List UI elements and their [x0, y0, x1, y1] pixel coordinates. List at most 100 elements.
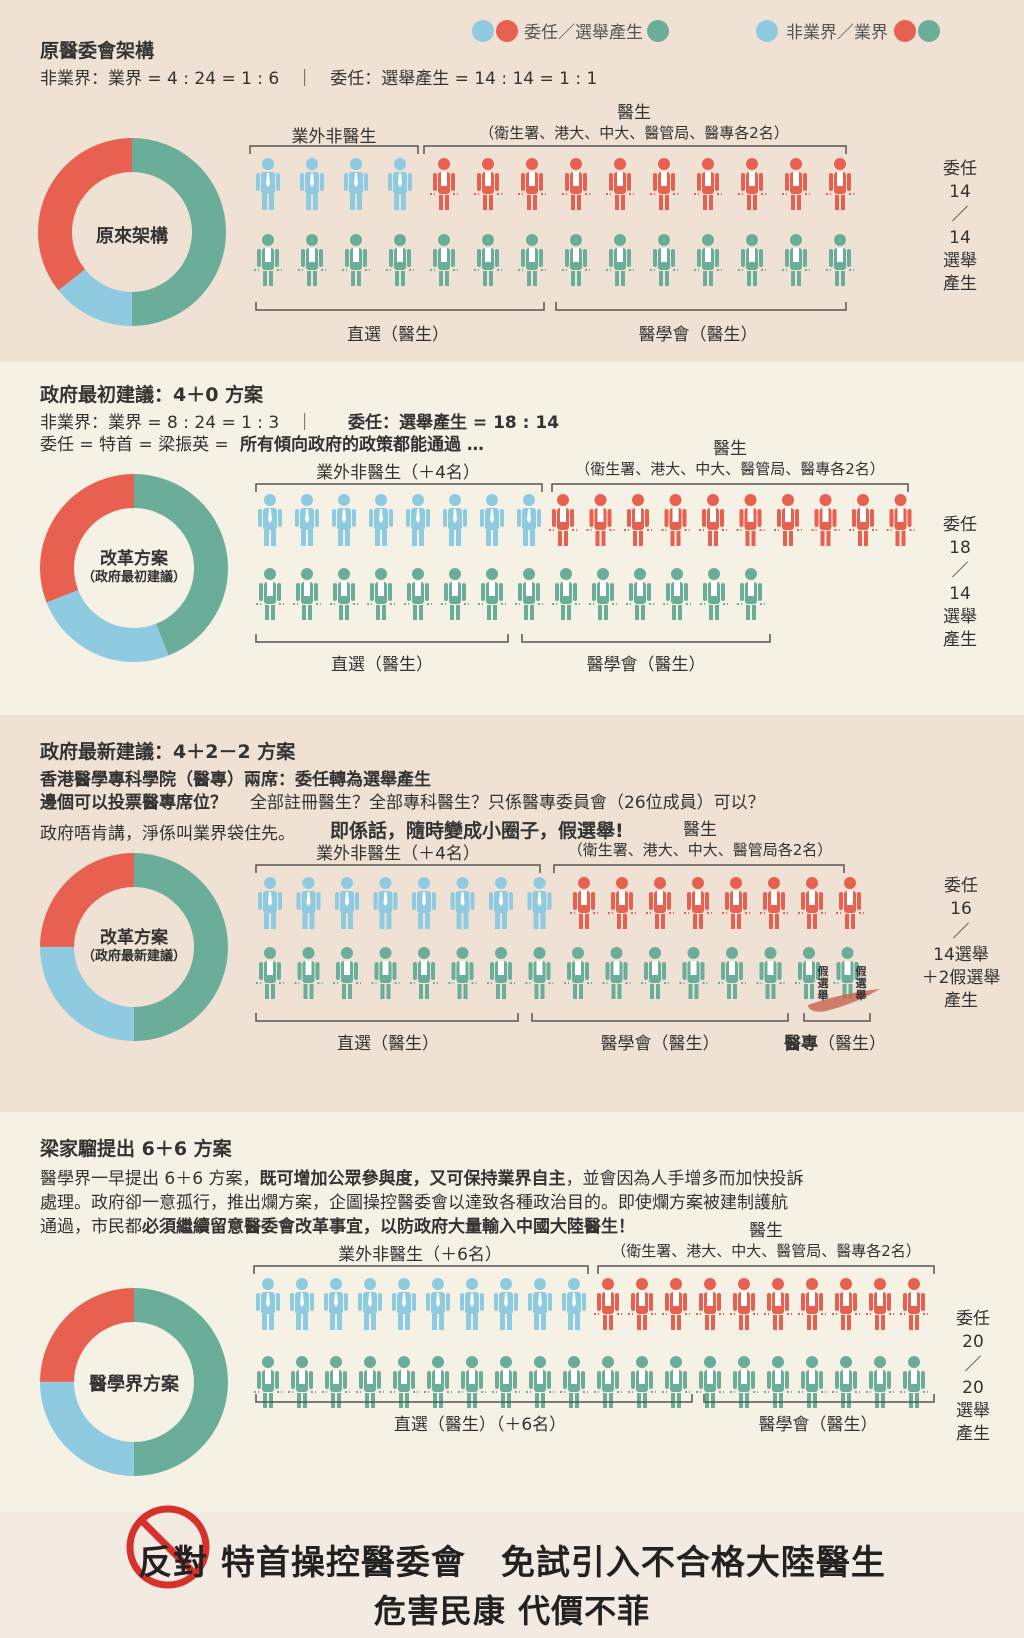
doctor-figure-icon: [722, 877, 750, 929]
doctor-figure-icon: [811, 494, 840, 546]
doctor-figure-icon: [833, 947, 862, 999]
person-figure-icon: [443, 494, 467, 546]
bottom-left-label: 直選（醫生）: [347, 325, 449, 345]
person-figure-icon: [406, 494, 430, 546]
person-figure-icon: [528, 1278, 552, 1330]
doctor-figure-icon: [594, 1356, 622, 1408]
legend-right-text: 非業界／業界: [786, 23, 888, 43]
top-left-label: 業外非醫生（＋6名）: [338, 1245, 502, 1265]
legend-green-dot: [918, 19, 940, 42]
side-line: 16: [950, 899, 972, 919]
line2-b: 全部註冊醫生？全部專科醫生？只係醫專委員會（26位成員）可以？: [250, 793, 765, 813]
bottom-right-label: 醫專（醫生）: [784, 1029, 886, 1054]
fake-election-tag: 假選舉: [855, 965, 867, 1002]
doctor-figure-icon: [760, 877, 788, 929]
footer-banner: [0, 1512, 1024, 1638]
donut-segment-red: [40, 853, 228, 1041]
bracket-bottom-left: [255, 1394, 693, 1403]
top-right-label: 醫生: [713, 439, 747, 459]
person-figure-icon: [489, 877, 513, 929]
bracket-top-left: [249, 145, 419, 154]
doctor-figure-icon: [589, 568, 617, 620]
doctor-figure-icon: [764, 1278, 792, 1330]
footer-line1: 反對 特首操控醫委會 免試引入不合格大陸醫生: [0, 1535, 1024, 1584]
para-text: 醫學界一早提出 6＋6 方案，: [40, 1169, 260, 1189]
donut-sublabel: （政府最初建議）: [81, 570, 187, 585]
bracket-bottom-left: [255, 1013, 519, 1022]
person-figure-icon: [480, 494, 504, 546]
doctor-figure-icon: [900, 1356, 928, 1408]
person-figure-icon: [527, 877, 552, 929]
doctor-figure-icon: [256, 568, 284, 620]
person-figure-icon: [296, 877, 321, 929]
person-figure-icon: [344, 158, 368, 210]
donut-label: 原來架構: [96, 226, 168, 247]
side-line: 14: [949, 228, 971, 248]
section-medical-proposal: 梁家騮提出 6＋6 方案 醫學界一早提出 6＋6 方案，既可增加公眾參與度，又可…: [0, 1112, 1024, 1512]
bottom-mid-label: 醫學會（醫生）: [600, 1034, 720, 1054]
doctor-figure-icon: [294, 947, 323, 999]
doctor-figure-icon: [700, 568, 728, 620]
ratio-text: 非業界：業界 = 4 : 24 = 1 : 6 ｜ 委任：選舉產生 = 14 :…: [40, 69, 598, 89]
doctor-figure-icon: [549, 494, 577, 546]
doctor-figure-icon: [696, 1278, 724, 1330]
doctor-figure-icon: [798, 877, 826, 929]
doctor-figure-icon: [866, 1278, 894, 1330]
blood-splatter-icon: [808, 989, 880, 1012]
line2-a: 委任 = 特首 = 梁振英 =: [40, 435, 229, 455]
legend-red-dot: [894, 19, 916, 42]
doctor-figure-icon: [764, 1356, 792, 1408]
doctor-figure-icon: [333, 947, 361, 999]
section-title: 政府最新建議：4＋2－2 方案: [40, 741, 296, 763]
person-figure-icon: [494, 1278, 518, 1330]
section-title: 政府最初建議：4＋0 方案: [40, 384, 264, 406]
bracket-top-left: [253, 1265, 589, 1274]
doctor-figure-icon: [492, 1356, 520, 1408]
side-line: 14: [949, 182, 971, 202]
para-text: ，並會因為人手增多而加快投訴: [565, 1169, 804, 1189]
doctor-figure-icon: [298, 234, 326, 286]
person-figure-icon: [258, 877, 282, 929]
footer-slogan: 特首操控醫委會 免試引入不合格大陸醫生: [220, 1543, 886, 1583]
side-line: 選舉: [943, 607, 977, 627]
side-line: 產生: [956, 1424, 990, 1444]
person-figure-icon: [300, 158, 324, 210]
doctor-figure-icon: [699, 494, 727, 546]
doctor-figure-icon: [696, 1356, 724, 1408]
legend-left-text: 委任／選舉產生: [524, 23, 643, 43]
donut-label: 改革方案: [100, 549, 168, 569]
para-line1: 醫學界一早提出 6＋6 方案，既可增加公眾參與度，又可保持業界自主，並會因為人手…: [40, 1164, 803, 1189]
line3-b: 即係話，隨時變成小圈子，假選舉!: [330, 820, 624, 842]
ratio-text-a: 非業界：業界 = 8 : 24 = 1 : 3 ｜: [40, 413, 314, 433]
figure: [40, 1265, 935, 1476]
doctor-figure-icon: [663, 568, 691, 620]
para-text: 通過，市民都: [40, 1217, 142, 1237]
doctor-figure-icon: [560, 1356, 588, 1408]
bottom-right-label: 醫學會（醫生）: [638, 325, 758, 345]
figure: [40, 474, 915, 662]
donut-segment-red: [38, 138, 226, 326]
doctor-figure-icon: [330, 568, 358, 620]
doctor-figure-icon: [694, 158, 722, 210]
doctor-figure-icon: [626, 568, 654, 620]
bottom-right-label: 醫學會（醫生）: [758, 1415, 878, 1435]
doctor-figure-icon: [562, 158, 590, 210]
doctor-figure-icon: [254, 1356, 282, 1408]
fake-election-tag: 假選舉: [817, 965, 829, 1002]
donut-sublabel: （政府最新建議）: [81, 949, 187, 964]
legend-blue-dot: [472, 19, 494, 42]
doctor-figure-icon: [570, 877, 598, 929]
top-right-label: 醫生: [617, 103, 651, 123]
legend-nonindustry-industry: 非業界／業界: [756, 18, 942, 43]
doctor-figure-icon: [826, 234, 854, 286]
doctor-figure-icon: [293, 568, 321, 620]
person-figure-icon: [290, 1278, 314, 1330]
side-ratio: 委任 16 ／ 14選舉 ＋2假選舉 產生: [906, 875, 1016, 1013]
doctor-figure-icon: [526, 1356, 554, 1408]
doctor-figure-icon: [602, 947, 631, 999]
doctor-figure-icon: [386, 234, 414, 286]
doctor-figure-icon: [390, 1356, 418, 1408]
bracket-bottom-left: [255, 302, 545, 311]
side-line: ／: [964, 1355, 982, 1375]
para-line2: 處理。政府卻一意孤行，推出爛方案，企圖操控醫委會以達致各種政治目的。即使爛方案被…: [40, 1193, 788, 1213]
